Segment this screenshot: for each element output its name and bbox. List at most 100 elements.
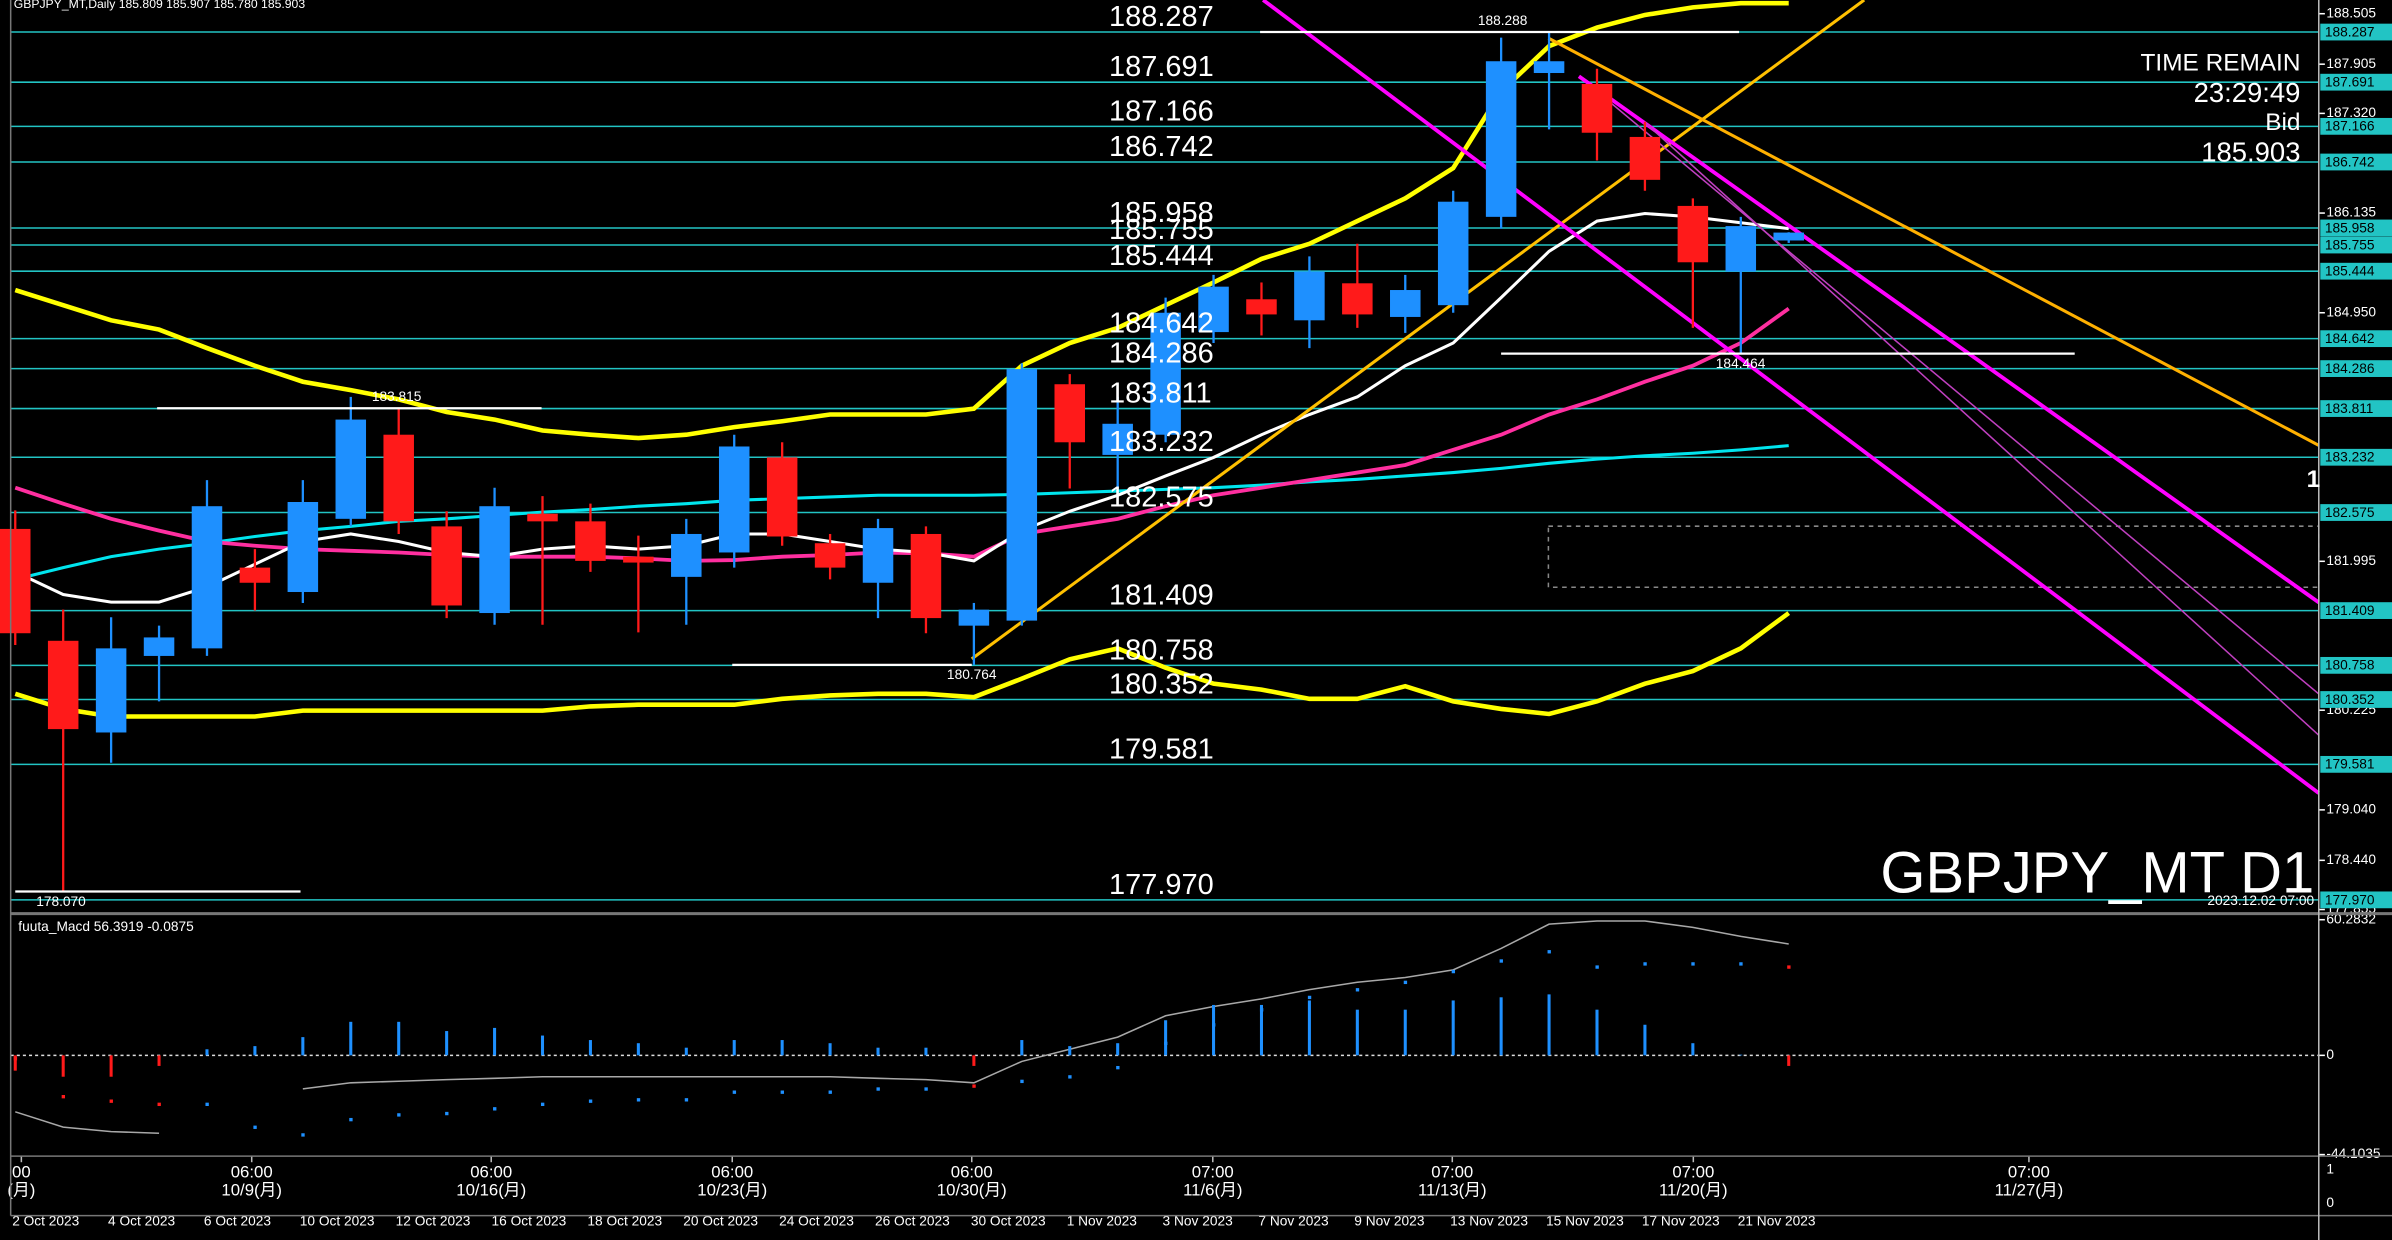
signal-dot	[1691, 962, 1695, 966]
level-box	[2320, 360, 2392, 377]
y-tick-label: 181.995	[2326, 553, 2376, 568]
time-remain-label: TIME REMAIN	[2141, 50, 2301, 77]
signal-dot	[1259, 1008, 1264, 1012]
x-tick-label: 10 Oct 2023	[300, 1213, 375, 1228]
signal-dot	[588, 1099, 593, 1103]
signal-dot	[1643, 962, 1647, 966]
x-tick-label: 7 Nov 2023	[1258, 1213, 1329, 1228]
channel-line	[1643, 121, 2320, 736]
level-label: 184.642	[1109, 308, 1214, 340]
x-tick-label: 2 Oct 2023	[12, 1213, 79, 1228]
level-box	[2320, 117, 2392, 135]
time-label: 06:00	[711, 1162, 753, 1181]
time-label: 07:00	[1192, 1162, 1234, 1181]
edge-label: 1	[2307, 466, 2321, 493]
level-box	[2320, 73, 2392, 91]
signal-dot	[205, 1102, 209, 1107]
level-box	[2320, 219, 2392, 237]
x-tick-label: 18 Oct 2023	[587, 1213, 662, 1228]
signal-dot	[349, 1117, 353, 1122]
level-box	[2320, 330, 2392, 348]
candle-body	[1342, 283, 1373, 315]
candle-body	[958, 609, 990, 626]
time-remain: 23:29:49	[2194, 77, 2301, 108]
time-label: 00	[12, 1162, 31, 1181]
level-box	[2320, 448, 2392, 466]
level-box	[2320, 23, 2392, 41]
y-tick-label: 179.040	[2326, 801, 2376, 816]
level-label: 179.581	[1109, 733, 1214, 765]
signal-dot	[1595, 965, 1599, 969]
candle-body	[1437, 201, 1469, 306]
annotation-label: 184.464	[1716, 356, 1766, 371]
level-label: 184.286	[1109, 338, 1214, 370]
y-tick-label: 186.135	[2326, 205, 2376, 220]
date-label: (月)	[7, 1181, 35, 1200]
signal-dot	[1020, 1079, 1024, 1084]
candle-body	[1581, 83, 1613, 133]
candle-body	[1533, 61, 1565, 74]
level-label: 177.970	[1109, 869, 1214, 901]
y-tick-label: 178.440	[2326, 852, 2376, 867]
signal-dot	[876, 1087, 880, 1091]
signal-dot	[1307, 995, 1312, 1000]
level-box-label: 183.811	[2325, 401, 2374, 416]
candle-body	[1677, 205, 1709, 263]
signal-dot	[1116, 1065, 1120, 1070]
level-box-label: 180.352	[2325, 692, 2375, 707]
level-box-label: 185.958	[2325, 220, 2375, 235]
x-tick-label: 4 Oct 2023	[108, 1213, 175, 1228]
trend-line	[970, 0, 1866, 661]
time-label: 06:00	[951, 1162, 993, 1181]
signal-dot	[1499, 959, 1503, 963]
x-tick-label: 24 Oct 2023	[779, 1213, 854, 1228]
candle-body	[1725, 226, 1757, 272]
bottom-panel-tick: 1	[2326, 1161, 2334, 1176]
candle-body	[1390, 290, 1421, 317]
level-box	[2320, 153, 2392, 171]
level-box-label: 181.409	[2325, 603, 2375, 618]
candle-body	[814, 543, 846, 568]
level-label: 185.444	[1109, 240, 1214, 272]
signal-dot	[1451, 969, 1456, 974]
signal-dot	[924, 1087, 928, 1091]
time-label: 07:00	[2008, 1162, 2050, 1181]
level-label: 186.742	[1109, 131, 1214, 163]
signal-dot	[828, 1090, 832, 1094]
y-tick-label: 184.950	[2326, 304, 2376, 319]
channel-line	[1596, 90, 2320, 695]
level-box-label: 188.287	[2325, 24, 2375, 39]
level-box-label: 182.575	[2325, 505, 2375, 520]
signal-dot	[1068, 1075, 1072, 1079]
signal-dot	[1739, 962, 1743, 966]
level-label: 187.691	[1109, 51, 1214, 83]
level-box-label: 180.758	[2325, 658, 2375, 673]
candle-body	[431, 526, 462, 606]
level-box-label: 187.691	[2325, 75, 2375, 90]
x-tick-label: 1 Nov 2023	[1067, 1213, 1138, 1228]
signal-dot	[780, 1090, 784, 1094]
candle-body	[766, 457, 798, 537]
candle-body	[1485, 61, 1517, 217]
level-box	[2320, 691, 2392, 708]
channel-line	[1261, 0, 2320, 795]
level-label: 180.758	[1109, 634, 1214, 666]
trend-lines	[970, 0, 2320, 795]
x-tick-label: 3 Nov 2023	[1163, 1213, 1234, 1228]
x-tick-label: 17 Nov 2023	[1642, 1213, 1720, 1228]
level-label: 182.575	[1109, 481, 1214, 513]
level-label: 185.958	[1109, 197, 1214, 229]
level-box-label: 177.970	[2325, 892, 2375, 907]
date-label: 10/16(月)	[456, 1181, 526, 1200]
signal-dot	[301, 1133, 305, 1137]
candle-body	[191, 506, 223, 649]
level-box-label: 186.742	[2325, 154, 2375, 169]
candle-body	[575, 521, 606, 561]
candle-body	[1246, 299, 1277, 315]
signal-dot	[157, 1102, 161, 1107]
candle-body	[239, 567, 271, 583]
level-box-label: 184.286	[2325, 361, 2375, 376]
time-label: 06:00	[231, 1162, 273, 1181]
